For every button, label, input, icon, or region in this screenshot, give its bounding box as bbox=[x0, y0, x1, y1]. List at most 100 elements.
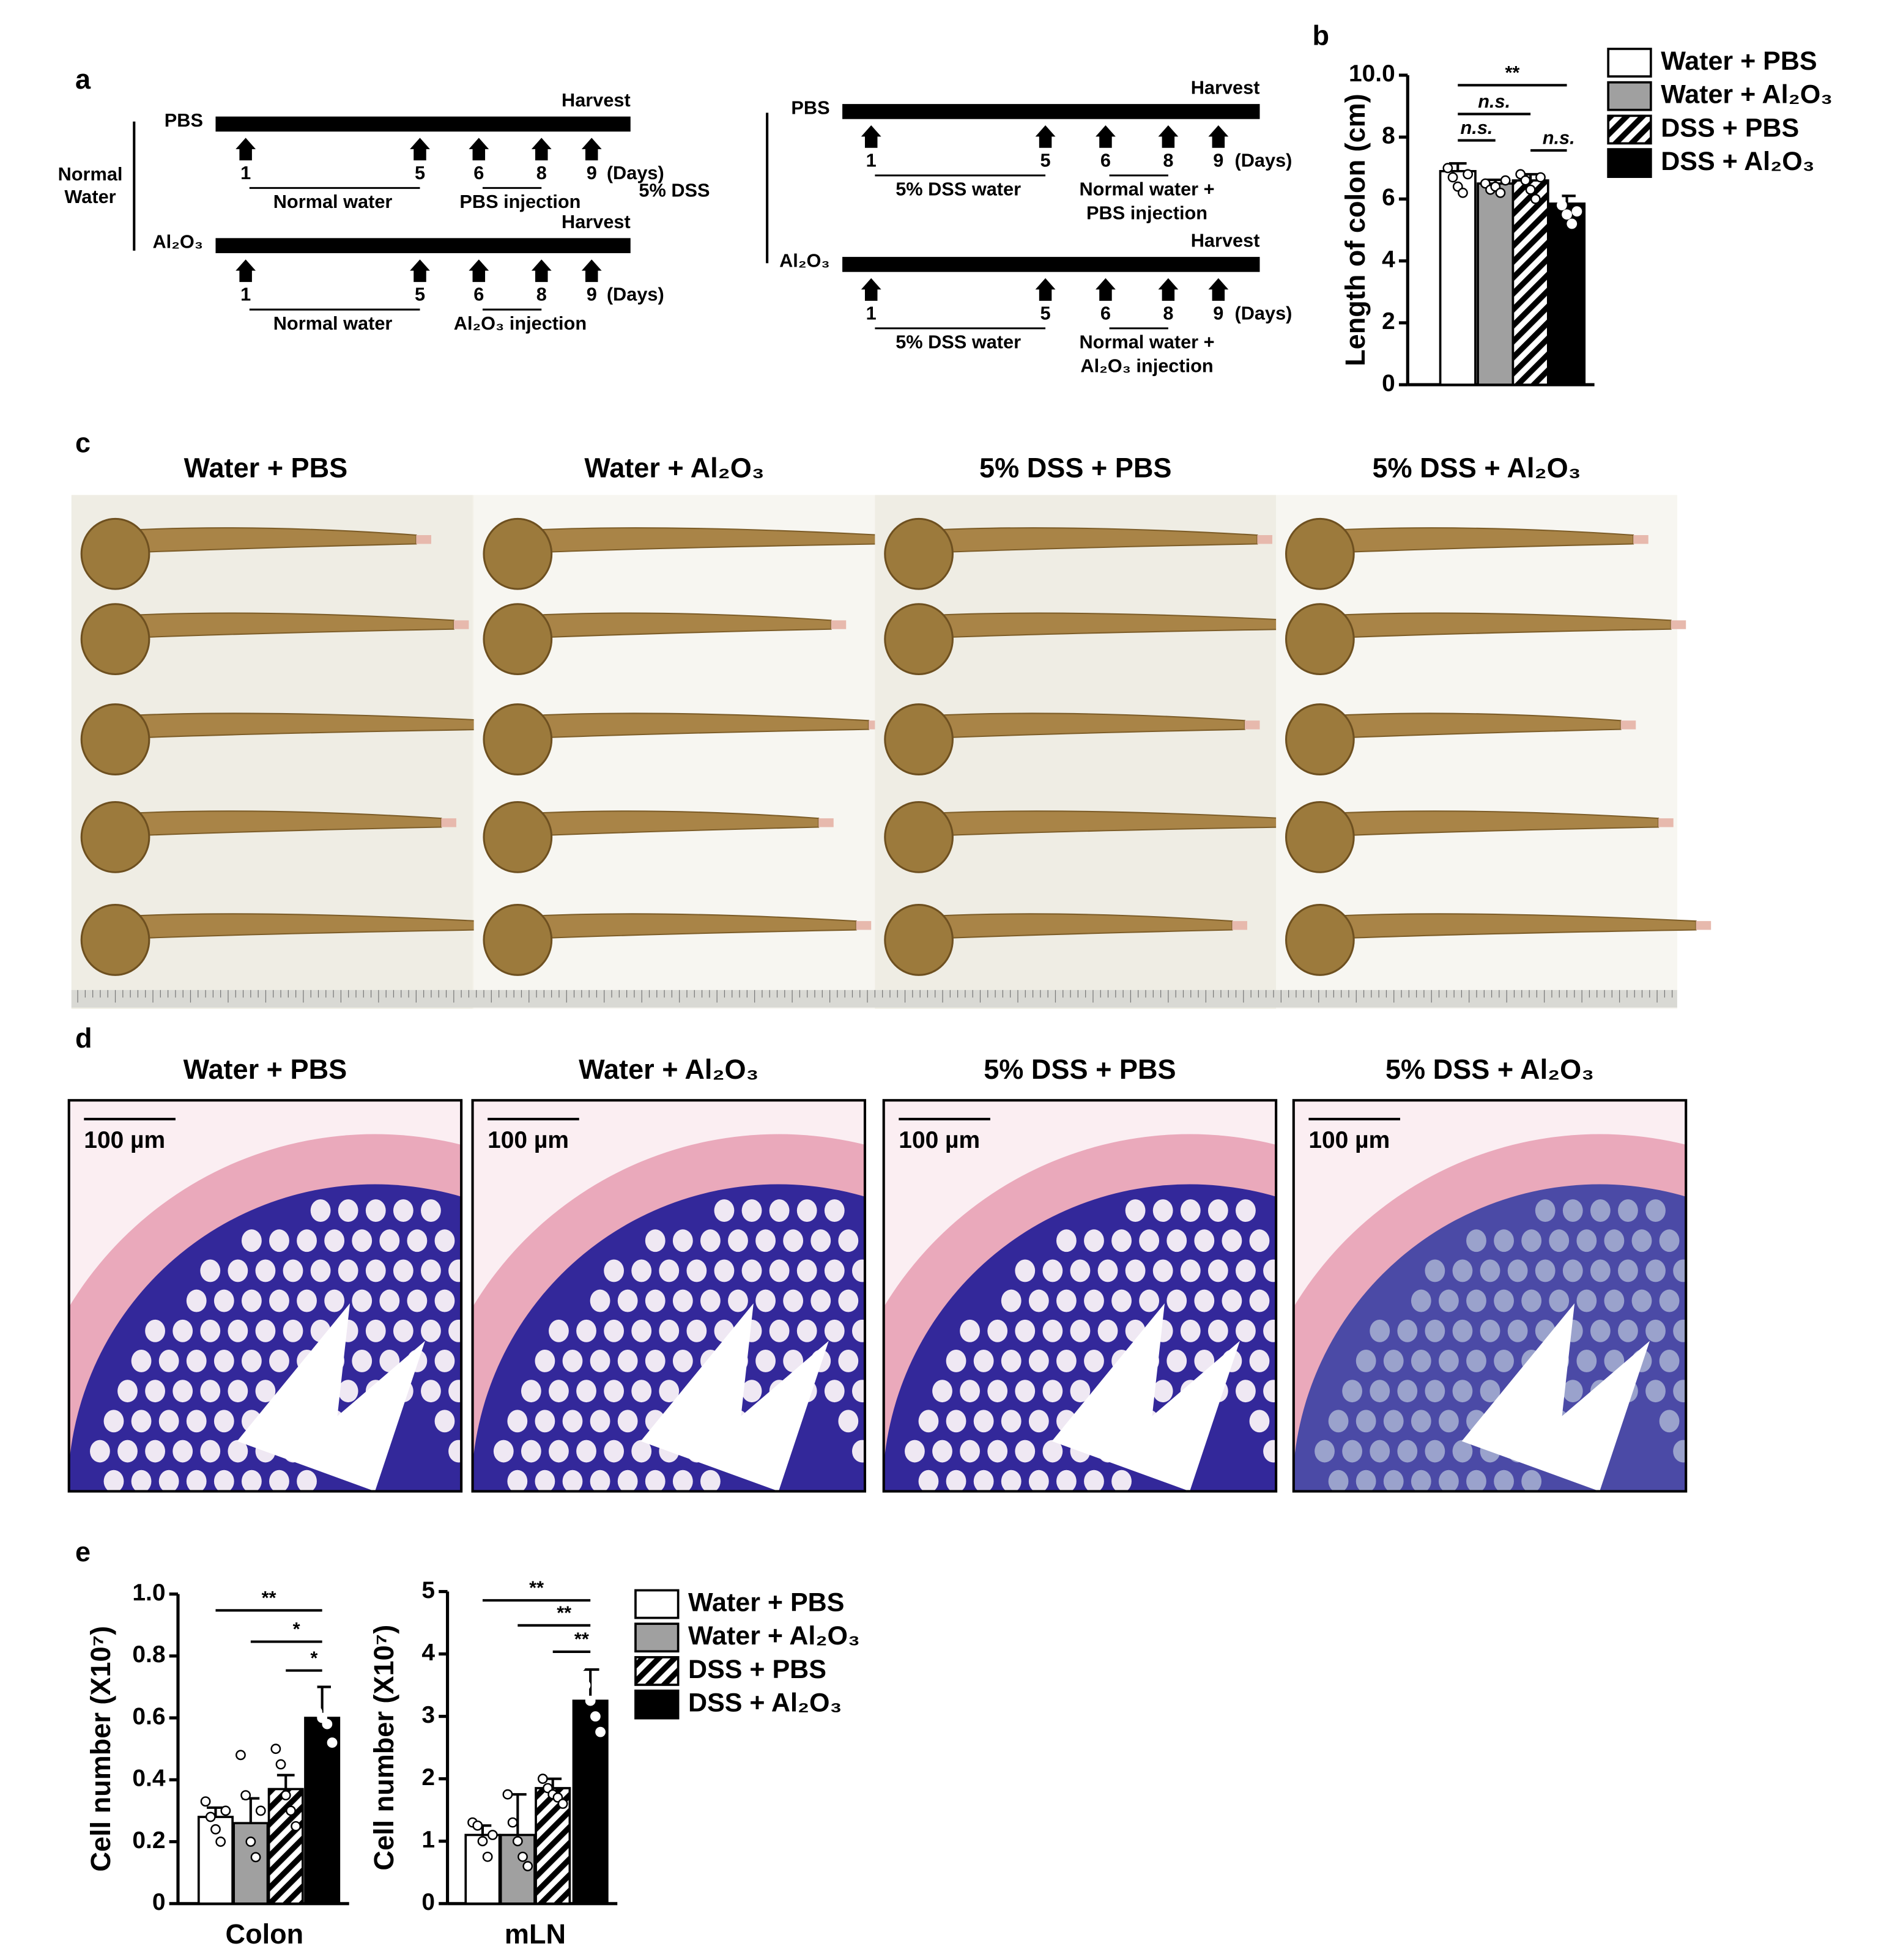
crypt bbox=[741, 1380, 762, 1403]
significance-label: ** bbox=[529, 1577, 544, 1599]
crypt bbox=[1425, 1380, 1445, 1403]
error-bar bbox=[276, 1773, 295, 1789]
crypt bbox=[1084, 1350, 1104, 1372]
crypt bbox=[1180, 1199, 1201, 1222]
crypt bbox=[186, 1470, 207, 1492]
crypt bbox=[973, 1410, 994, 1433]
y-tick-label: 0.4 bbox=[132, 1766, 165, 1792]
crypt bbox=[672, 1470, 693, 1492]
crypt bbox=[1056, 1350, 1077, 1372]
crypt bbox=[1084, 1470, 1104, 1492]
crypt bbox=[932, 1440, 952, 1463]
crypt bbox=[590, 1410, 610, 1433]
crypt bbox=[769, 1319, 790, 1342]
group-label: 5% DSS bbox=[639, 180, 710, 201]
crypt bbox=[987, 1440, 1008, 1463]
crypt bbox=[228, 1380, 248, 1403]
data-point bbox=[1495, 187, 1506, 198]
colon-tip bbox=[1232, 921, 1247, 930]
crypt bbox=[1425, 1319, 1445, 1342]
legend-label: DSS + Al₂O₃ bbox=[688, 1688, 842, 1718]
crypt bbox=[987, 1319, 1008, 1342]
harvest-label: Harvest bbox=[562, 89, 631, 111]
crypt bbox=[617, 1410, 638, 1433]
crypt bbox=[672, 1350, 693, 1372]
colon-tip bbox=[1244, 720, 1260, 730]
crypt bbox=[228, 1259, 248, 1282]
histology-image bbox=[883, 1100, 1277, 1492]
colon-coil bbox=[80, 703, 150, 775]
crypt bbox=[851, 1380, 865, 1403]
crypt bbox=[1194, 1289, 1215, 1312]
error-bar bbox=[1448, 162, 1467, 171]
crypt bbox=[755, 1350, 776, 1372]
day-label: 9 bbox=[587, 284, 597, 305]
data-point bbox=[205, 1811, 216, 1822]
x-axis-label: mLN bbox=[505, 1918, 566, 1950]
arrow bbox=[1096, 125, 1116, 148]
crypt bbox=[228, 1440, 248, 1463]
crypt bbox=[755, 1289, 776, 1312]
y-tick-label: 0.8 bbox=[132, 1641, 165, 1668]
crypt bbox=[1452, 1259, 1473, 1282]
crypt bbox=[1001, 1410, 1022, 1433]
crypt bbox=[946, 1350, 966, 1372]
significance-label: * bbox=[310, 1647, 317, 1668]
crypt bbox=[905, 1440, 925, 1463]
day-label: 1 bbox=[240, 284, 251, 305]
crypt bbox=[562, 1470, 583, 1492]
crypt bbox=[1383, 1410, 1404, 1433]
crypt bbox=[686, 1259, 707, 1282]
treatment-label: Al₂O₃ bbox=[153, 231, 203, 253]
day-label: 9 bbox=[587, 162, 597, 183]
crypt bbox=[824, 1259, 845, 1282]
crypt bbox=[590, 1350, 610, 1372]
crypt bbox=[521, 1440, 541, 1463]
crypt bbox=[987, 1380, 1008, 1403]
y-tick-label: 2 bbox=[421, 1764, 435, 1791]
crypt bbox=[1494, 1470, 1514, 1492]
bar bbox=[1477, 182, 1515, 386]
crypt bbox=[1673, 1259, 1686, 1282]
day-label: 5 bbox=[415, 284, 425, 305]
crypt bbox=[1590, 1259, 1611, 1282]
data-point bbox=[200, 1796, 211, 1807]
crypt bbox=[1056, 1470, 1077, 1492]
crypt bbox=[507, 1410, 528, 1433]
crypt bbox=[1411, 1350, 1431, 1372]
arrow bbox=[531, 138, 552, 161]
crypt bbox=[1411, 1470, 1431, 1492]
crypt bbox=[576, 1380, 596, 1403]
data-point bbox=[240, 1790, 251, 1801]
crypt bbox=[1494, 1229, 1514, 1252]
crypt bbox=[1315, 1440, 1335, 1463]
crypt bbox=[562, 1410, 583, 1433]
crypt bbox=[1549, 1289, 1570, 1312]
crypt bbox=[783, 1289, 804, 1312]
crypt bbox=[103, 1470, 124, 1492]
group-label: Water bbox=[64, 186, 116, 207]
legend-swatch bbox=[1607, 148, 1652, 178]
crypt bbox=[186, 1350, 207, 1372]
legend-label: Water + PBS bbox=[1661, 46, 1817, 76]
bar bbox=[1548, 202, 1586, 386]
crypt bbox=[1576, 1229, 1597, 1252]
crypt bbox=[1356, 1410, 1376, 1433]
scale-bar-label: 100 µm bbox=[1308, 1127, 1390, 1153]
crypt bbox=[172, 1440, 193, 1463]
crypt bbox=[1631, 1289, 1652, 1312]
crypt bbox=[172, 1319, 193, 1342]
histology-frame bbox=[67, 1099, 463, 1493]
day-label: 5 bbox=[1040, 302, 1051, 324]
crypt bbox=[645, 1470, 666, 1492]
colon-coil bbox=[80, 517, 150, 590]
crypt bbox=[297, 1470, 317, 1492]
crypt bbox=[1673, 1380, 1686, 1403]
data-point bbox=[255, 1805, 266, 1816]
crypt bbox=[631, 1440, 652, 1463]
day-label: 8 bbox=[536, 284, 547, 305]
crypt bbox=[672, 1229, 693, 1252]
crypt bbox=[90, 1440, 110, 1463]
crypt bbox=[1452, 1319, 1473, 1342]
crypt bbox=[1328, 1410, 1349, 1433]
